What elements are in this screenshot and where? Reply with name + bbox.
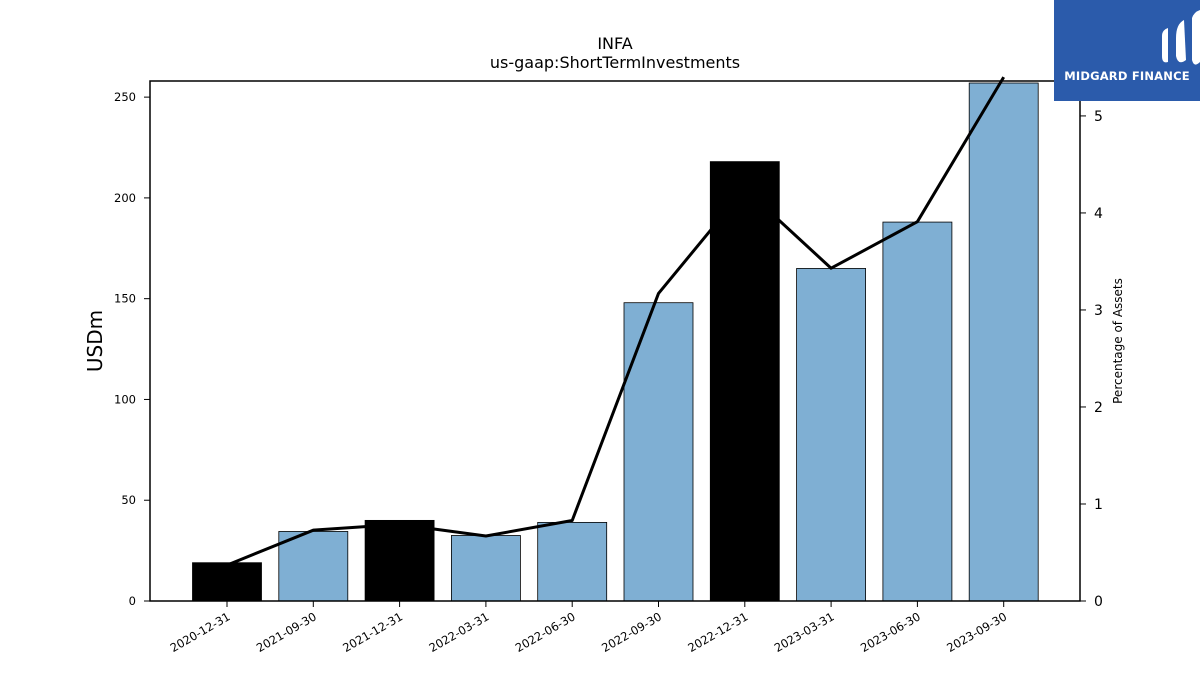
y-axis-left: 0 50 100 150 200 250 bbox=[114, 90, 150, 608]
x-axis: 2020-12-31 2021-09-30 2021-12-31 2022-03-31… bbox=[168, 601, 1009, 655]
y-axis-label: USDm bbox=[83, 310, 107, 372]
x-tick-label: 2023-06-30 bbox=[858, 609, 923, 655]
bar-2021-12-31 bbox=[364, 519, 435, 602]
logo-mark-icon bbox=[1162, 10, 1200, 65]
y2-tick-label: 2 bbox=[1094, 400, 1103, 416]
y2-axis-label: Percentage of Assets bbox=[1111, 278, 1125, 404]
chart-subtitle: us-gaap:ShortTermInvestments bbox=[490, 53, 740, 72]
chart-title: INFA bbox=[597, 34, 632, 53]
y2-tick-label: 4 bbox=[1094, 206, 1103, 222]
logo-text: MIDGARD FINANCE bbox=[1064, 69, 1190, 83]
bar-2023-09-30 bbox=[968, 82, 1039, 602]
y-tick-label: 0 bbox=[129, 594, 136, 608]
percentage-line bbox=[226, 76, 1005, 567]
bar-2021-09-30 bbox=[278, 531, 349, 602]
y2-tick-label: 1 bbox=[1094, 497, 1103, 513]
x-tick-label: 2021-12-31 bbox=[340, 609, 405, 655]
y2-tick-label: 5 bbox=[1094, 109, 1103, 125]
y-tick-label: 100 bbox=[114, 392, 136, 406]
x-tick-label: 2022-03-31 bbox=[427, 609, 492, 655]
bar-2022-12-31 bbox=[709, 161, 780, 602]
x-tick-label: 2022-09-30 bbox=[599, 609, 664, 655]
y-tick-label: 200 bbox=[114, 191, 136, 205]
x-tick-label: 2022-12-31 bbox=[685, 609, 750, 655]
x-tick-label: 2020-12-31 bbox=[168, 609, 233, 655]
y-tick-label: 250 bbox=[114, 90, 136, 104]
bar-2020-12-31 bbox=[192, 562, 262, 602]
y-tick-label: 50 bbox=[121, 493, 136, 507]
bar-2022-06-30 bbox=[537, 521, 608, 602]
brand-logo: MIDGARD FINANCE bbox=[1054, 0, 1200, 101]
x-tick-label: 2021-09-30 bbox=[254, 609, 319, 655]
y-axis-right: 0 1 2 3 4 5 bbox=[1080, 109, 1103, 610]
bar-2022-03-31 bbox=[450, 535, 521, 602]
y2-tick-label: 0 bbox=[1094, 594, 1103, 610]
y2-tick-label: 3 bbox=[1094, 303, 1103, 319]
bar-2022-09-30 bbox=[623, 302, 694, 602]
line-group bbox=[226, 76, 1005, 567]
y-tick-label: 150 bbox=[114, 292, 136, 306]
x-tick-label: 2023-03-31 bbox=[772, 609, 837, 655]
bar-2023-06-30 bbox=[882, 221, 953, 602]
bar-group bbox=[192, 82, 1039, 602]
bar-2023-03-31 bbox=[796, 268, 866, 602]
plot-frame bbox=[149, 80, 1081, 602]
x-tick-label: 2023-09-30 bbox=[944, 609, 1009, 655]
x-tick-label: 2022-06-30 bbox=[513, 609, 578, 655]
